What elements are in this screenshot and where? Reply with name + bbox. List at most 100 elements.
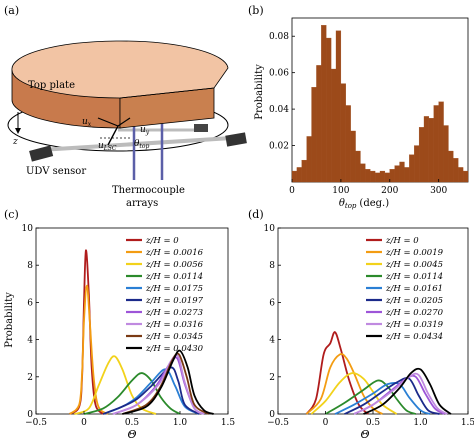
y-tick-label: 0: [27, 410, 33, 420]
legend-label: z/H = 0.0161: [385, 284, 443, 294]
panel-b-bars: [291, 25, 469, 183]
udv-sensor-label: UDV sensor: [26, 166, 86, 177]
x-tick-label: 100: [332, 186, 349, 196]
legend-label: z/H = 0.0175: [145, 284, 203, 294]
y-tick-label: 8: [269, 261, 275, 271]
series-line: [325, 379, 417, 415]
series-line: [344, 377, 440, 415]
histogram-bar: [355, 150, 361, 183]
series-line: [310, 372, 398, 415]
x-tick-label: 0.5: [125, 418, 140, 428]
histogram-bar: [399, 161, 405, 183]
panel-a: (a) Top plate z: [4, 4, 247, 209]
legend-label: z/H = 0.0270: [385, 308, 444, 318]
y-tick-label: 8: [27, 261, 33, 271]
legend-label: z/H = 0.0197: [145, 296, 204, 306]
histogram-bar: [370, 170, 376, 183]
y-tick-label: 0.06: [269, 69, 289, 79]
y-tick-label: 0: [269, 410, 275, 420]
series-line: [69, 249, 104, 415]
histogram-bar: [365, 169, 371, 183]
legend-label: z/H = 0.0114: [385, 272, 443, 282]
histogram-bar: [423, 116, 430, 183]
y-tick-label: 0.04: [269, 105, 289, 115]
panel-b-xlabel: θtop (deg.): [339, 198, 389, 210]
histogram-bar: [448, 150, 454, 183]
histogram-bar: [311, 87, 317, 183]
legend-label: z/H = 0.0045: [385, 260, 443, 270]
theta-top-label: θtop: [134, 139, 149, 150]
histogram-bar: [394, 165, 400, 183]
histogram-bar: [428, 118, 434, 183]
y-tick-label: 0.02: [269, 142, 289, 152]
y-tick-label: 6: [27, 298, 33, 308]
y-tick-label: 10: [264, 224, 276, 234]
histogram-bar: [438, 101, 444, 183]
legend-label: z/H = 0.0019: [385, 248, 444, 258]
y-tick-label: 4: [27, 336, 33, 346]
z-label: z: [12, 137, 18, 147]
uy-label: uy: [140, 125, 150, 136]
x-tick-label: 1.5: [461, 418, 474, 428]
series-line: [305, 331, 369, 415]
y-tick-label: 0.08: [269, 32, 289, 42]
histogram-bar: [384, 172, 390, 183]
histogram-bar: [326, 37, 332, 183]
histogram-bar: [330, 68, 337, 183]
top-plate-label: Top plate: [28, 80, 75, 91]
histogram-bar: [418, 127, 425, 183]
series-line: [353, 372, 448, 415]
series-line: [74, 355, 157, 415]
panel-d-lines: [305, 331, 452, 415]
histogram-bar: [340, 83, 346, 183]
histogram-bar: [453, 158, 459, 183]
thermocouple-label-line1: Thermocouple: [112, 185, 185, 196]
udv-sensor-left: [29, 145, 54, 162]
x-tick-label: 300: [430, 186, 447, 196]
ulsc-label: uLSC: [98, 141, 117, 152]
histogram-bar: [409, 154, 415, 183]
legend-label: z/H = 0.0016: [145, 248, 204, 258]
histogram-bar: [306, 136, 312, 183]
y-tick-label: 10: [22, 224, 34, 234]
legend-label: z/H = 0.0434: [385, 332, 443, 342]
histogram-bar: [389, 169, 395, 183]
legend-label: z/H = 0.0205: [385, 296, 443, 306]
panel-c-xlabel: Θ: [127, 428, 136, 441]
legend-label: z/H = 0.0056: [145, 260, 204, 270]
legend-label: z/H = 0.0316: [145, 320, 204, 330]
x-tick-label: 1.5: [221, 418, 236, 428]
histogram-bar: [335, 30, 342, 183]
thermocouple-label-line2: arrays: [126, 198, 158, 209]
legend-label: z/H = 0.0319: [385, 320, 444, 330]
histogram-bar: [462, 170, 469, 183]
panel-b-ylabel: Probability: [254, 64, 265, 120]
series-line: [122, 349, 214, 415]
histogram-bar: [345, 105, 351, 183]
series-line: [334, 381, 431, 415]
histogram-bar: [350, 130, 356, 183]
x-tick-label: 0: [81, 418, 87, 428]
histogram-bar: [296, 167, 302, 183]
histogram-bar: [404, 167, 410, 183]
histogram-bar: [360, 163, 366, 183]
x-tick-label: 0: [323, 418, 329, 428]
velocity-arrows: [97, 117, 131, 146]
series-line: [363, 367, 452, 415]
panel-b: (b) Probability 0 100 200 300 0.02 0.04 0.06 0.…: [248, 4, 469, 210]
histogram-bar: [443, 125, 449, 183]
legend-label: z/H = 0: [385, 236, 419, 246]
y-tick-label: 2: [269, 373, 275, 383]
legend-label: z/H = 0.0345: [145, 332, 203, 342]
panel-b-label: (b): [248, 4, 264, 17]
panel-d-xlabel: Θ: [360, 428, 369, 441]
y-tick-label: 2: [27, 373, 33, 383]
x-tick-label: 1.0: [413, 418, 428, 428]
panel-b-ticks: 0 100 200 300 0.02 0.04 0.06 0.08: [269, 32, 448, 196]
y-tick-label: 4: [269, 336, 275, 346]
